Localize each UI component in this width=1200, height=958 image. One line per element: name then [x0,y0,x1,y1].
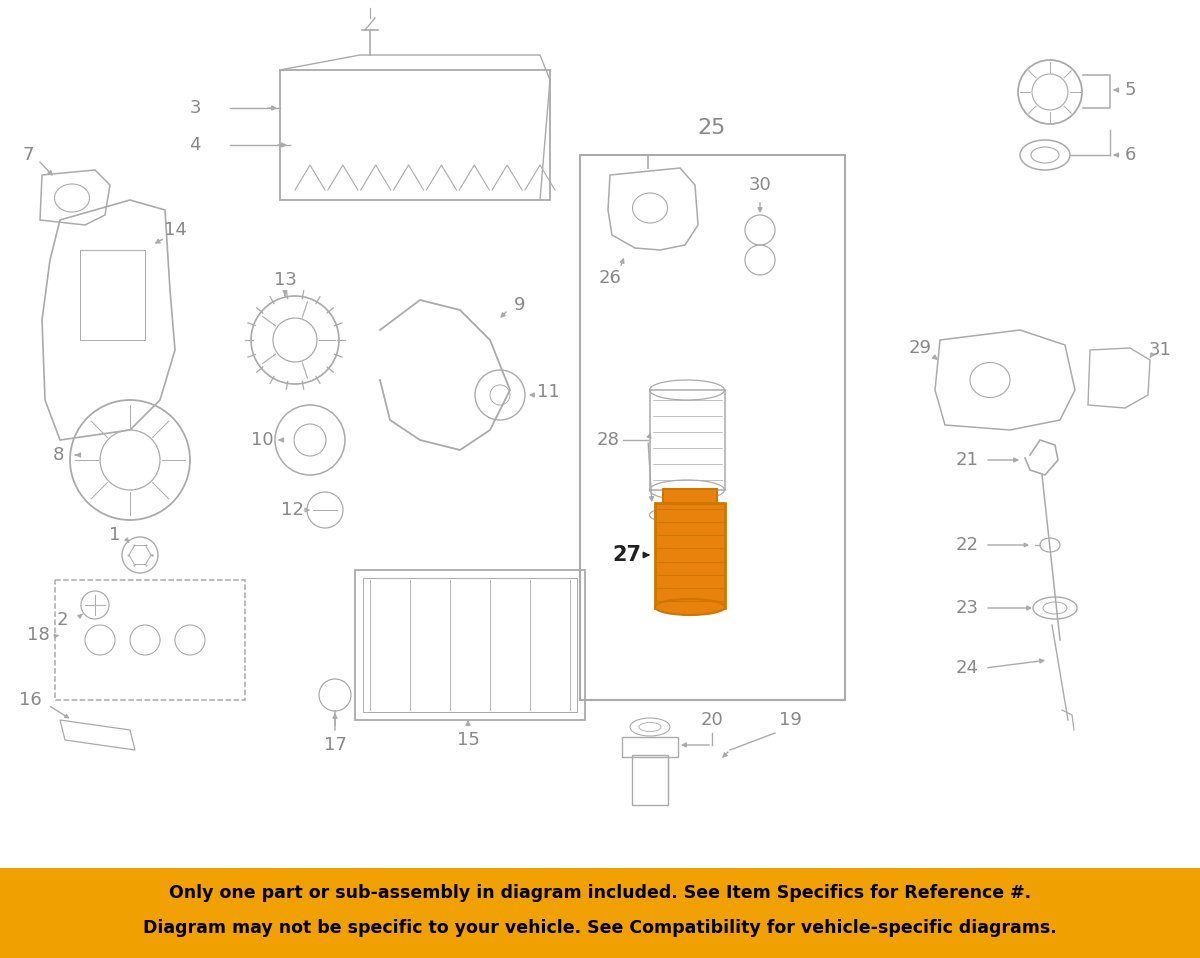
Text: Only one part or sub-assembly in diagram included. See Item Specifics for Refere: Only one part or sub-assembly in diagram… [169,884,1031,902]
Text: 25: 25 [698,118,726,138]
Text: 6: 6 [1124,146,1135,164]
Text: 9: 9 [515,296,526,314]
Text: 18: 18 [26,626,49,644]
Bar [364,578,577,712]
Ellipse shape [655,599,725,615]
Text: 7: 7 [23,146,34,164]
Bar [580,155,845,700]
Text: 19: 19 [779,711,802,729]
Text: 4: 4 [190,136,200,154]
Bar [355,570,586,720]
Text: 29: 29 [908,339,931,357]
Text: 3: 3 [190,99,200,117]
Text: 20: 20 [701,711,724,729]
Text: 28: 28 [596,431,619,449]
Text: 21: 21 [955,451,978,469]
Text: 17: 17 [324,736,347,754]
Bar [55,580,245,700]
Text: 8: 8 [53,446,64,464]
Text: 13: 13 [274,271,296,289]
Bar [650,390,725,490]
Bar [280,70,550,200]
Bar [662,489,718,503]
Bar [0,868,1200,958]
Text: 15: 15 [456,731,480,749]
Text: Diagram may not be specific to your vehicle. See Compatibility for vehicle-speci: Diagram may not be specific to your vehi… [143,919,1057,937]
Text: 22: 22 [955,536,978,554]
Text: 24: 24 [955,659,978,677]
Bar [632,755,668,805]
Text: 11: 11 [536,383,559,401]
Bar [655,503,725,608]
Text: 1: 1 [109,526,121,544]
Text: 31: 31 [1148,341,1171,359]
Text: 5: 5 [1124,81,1135,99]
Text: 27: 27 [612,545,642,565]
Text: 2: 2 [56,611,67,629]
Text: 14: 14 [163,221,186,239]
Text: 16: 16 [19,691,41,709]
Text: 12: 12 [281,501,304,519]
Text: 23: 23 [955,599,978,617]
Text: 26: 26 [599,269,622,287]
Text: 10: 10 [251,431,274,449]
Text: 30: 30 [749,176,772,194]
Bar [622,737,678,757]
